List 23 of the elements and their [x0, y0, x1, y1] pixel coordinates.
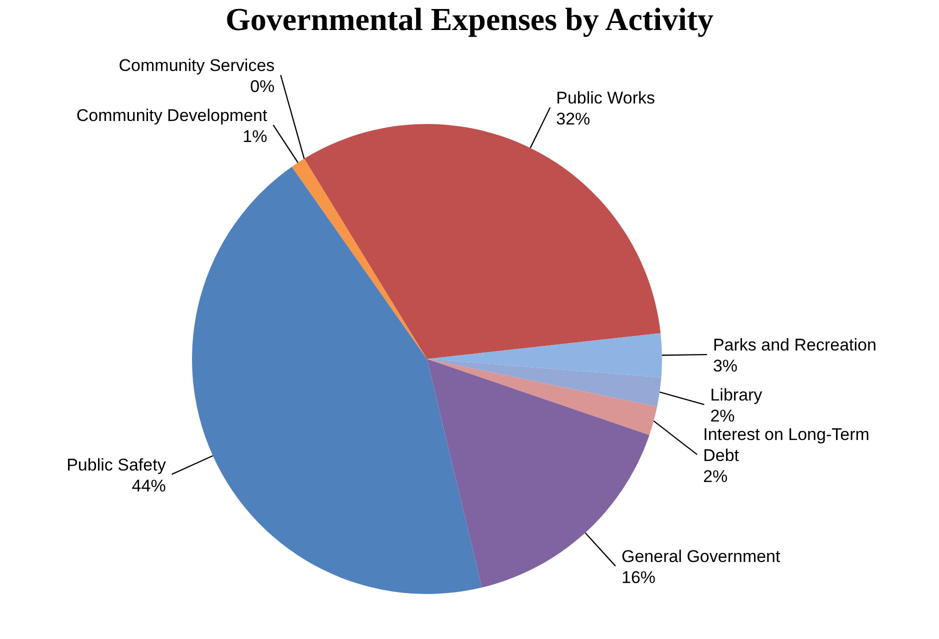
data-label: 3% [712, 356, 738, 376]
slice-label: Interest on Long-Term Debt [703, 425, 870, 466]
category-label: Community Services [118, 56, 275, 76]
chart-title: Governmental Expenses by Activity [226, 1, 714, 37]
data-label: 32% [556, 110, 590, 129]
data-label: 1% [242, 127, 268, 146]
slice-label: Public Safety [66, 455, 166, 474]
pie-slice [292, 158, 427, 359]
data-label: 16% [621, 568, 656, 588]
data-label: 44% [132, 476, 166, 496]
slice-label: Library [710, 386, 763, 405]
slice-label: General Government [621, 547, 781, 566]
pie-slice [304, 124, 661, 359]
pie-slice [427, 359, 658, 436]
slice-label: Public Works [556, 88, 656, 108]
slice-label: Parks and Recreation [712, 336, 876, 355]
text: 0% [250, 77, 275, 96]
pie-slice [427, 359, 662, 407]
data-label: 2% [710, 406, 735, 426]
pie-slice [427, 333, 662, 378]
pie-slice [192, 166, 482, 594]
data-label: 2% [703, 467, 728, 486]
slice-label: Community Development [76, 106, 268, 126]
